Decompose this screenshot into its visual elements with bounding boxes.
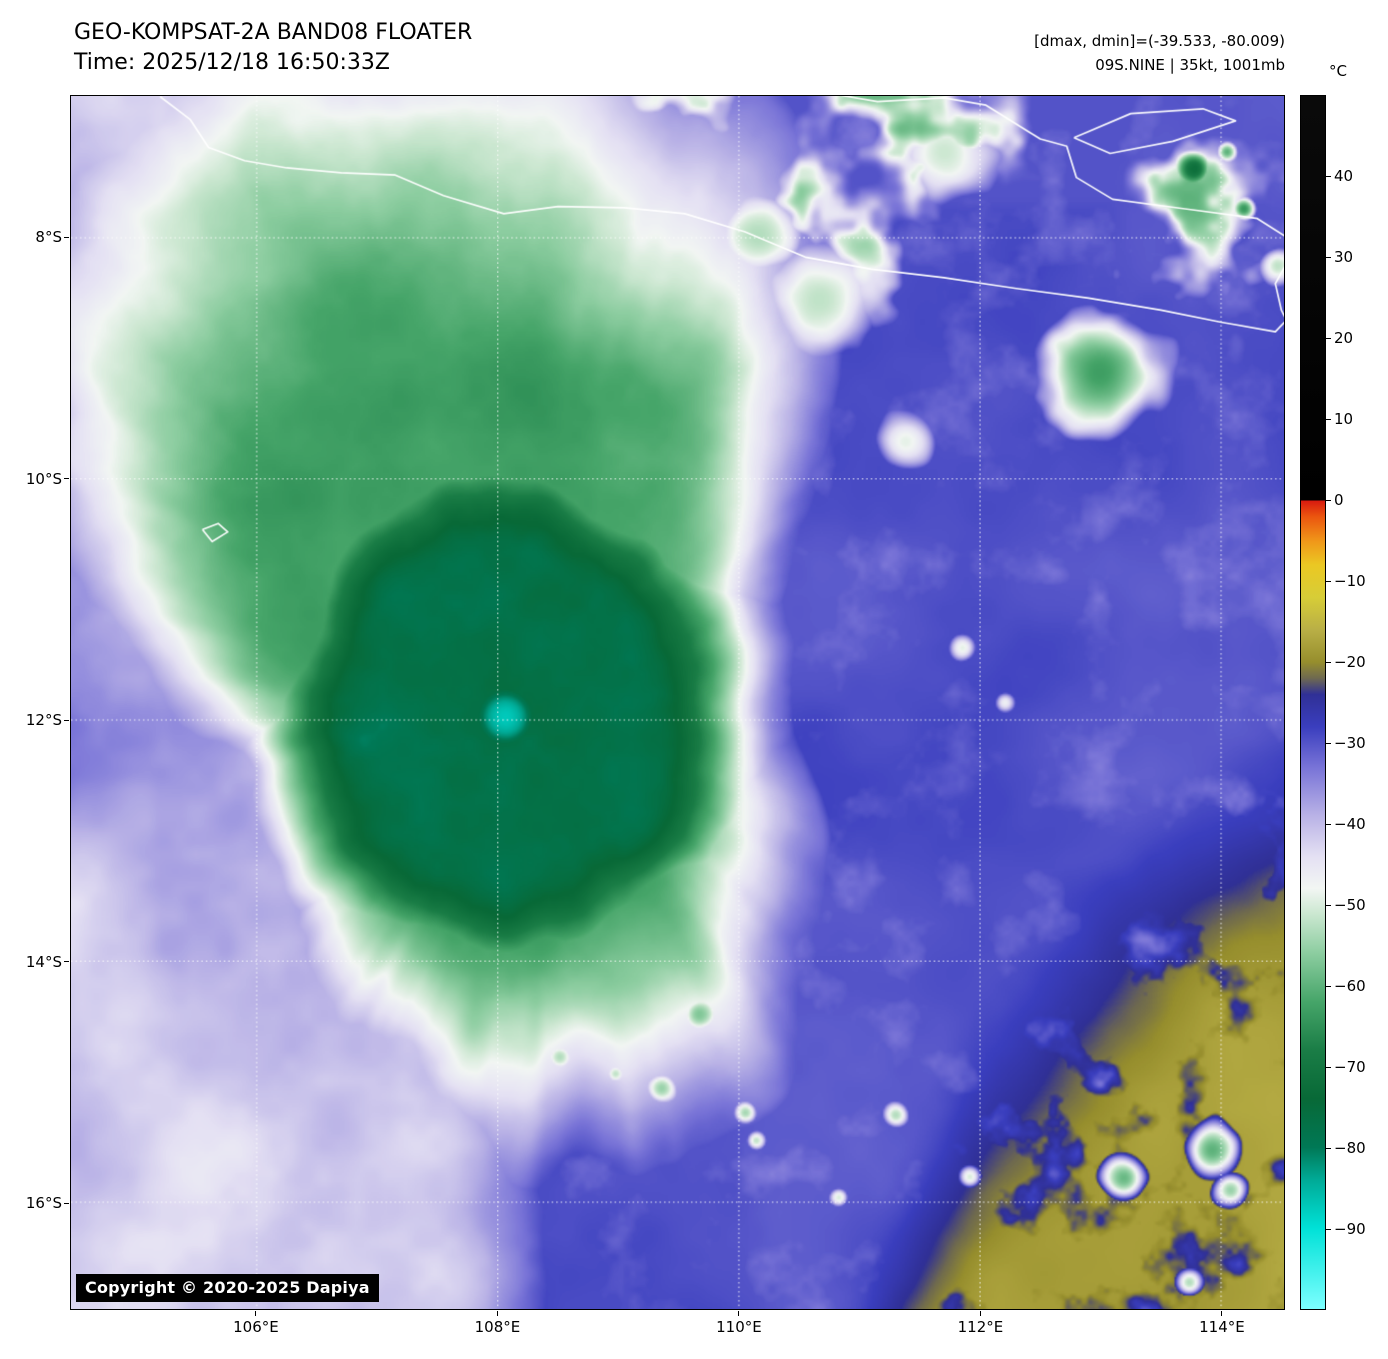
lon-tick-label: 112°E <box>957 1318 1004 1336</box>
colorbar-tick-label: −30 <box>1334 734 1366 752</box>
timestamp-label: Time: 2025/12/18 16:50:33Z <box>74 50 390 75</box>
colorbar-tick-label: −10 <box>1334 572 1366 590</box>
colorbar-tick-mark <box>1326 904 1331 906</box>
colorbar-tick-label: −90 <box>1334 1220 1366 1238</box>
colorbar <box>1300 95 1326 1310</box>
lat-tick-mark <box>64 1202 69 1204</box>
lat-tick-mark <box>64 478 69 479</box>
colorbar-tick-label: 20 <box>1334 329 1354 347</box>
colorbar-tick-mark <box>1326 580 1331 582</box>
colorbar-tick-mark <box>1326 1147 1331 1149</box>
colorbar-tick-label: 30 <box>1334 248 1354 266</box>
colorbar-tick-mark <box>1326 337 1331 339</box>
colorbar-tick-label: −20 <box>1334 653 1366 671</box>
colorbar-tick-mark <box>1326 418 1331 420</box>
lon-tick-mark <box>255 1311 257 1316</box>
colorbar-tick-mark <box>1326 742 1331 744</box>
colorbar-tick-label: −40 <box>1334 815 1366 833</box>
colorbar-tick-label: −80 <box>1334 1139 1366 1157</box>
colorbar-tick-mark <box>1326 1066 1331 1068</box>
lon-tick-label: 106°E <box>233 1318 279 1336</box>
storm-info-label: 09S.NINE | 35kt, 1001mb <box>1095 56 1285 74</box>
colorbar-tick-label: −70 <box>1334 1058 1366 1076</box>
colorbar-tick-label: 40 <box>1334 167 1354 185</box>
lat-tick-label: 10°S <box>25 469 62 488</box>
lon-tick-label: 108°E <box>474 1318 521 1336</box>
colorbar-tick-mark <box>1326 823 1331 825</box>
lon-tick-mark <box>496 1311 498 1316</box>
colorbar-gradient <box>1301 96 1325 1309</box>
colorbar-tick-mark <box>1326 1228 1331 1230</box>
colorbar-tick-mark <box>1326 985 1331 987</box>
colorbar-tick-label: 10 <box>1334 410 1354 428</box>
colorbar-tick-label: −60 <box>1334 977 1366 995</box>
colorbar-tick-label: 0 <box>1334 491 1344 509</box>
lat-tick-label: 12°S <box>25 711 62 729</box>
lon-tick-mark <box>738 1311 740 1316</box>
dmax-dmin-readout: [dmax, dmin]=(-39.533, -80.009) <box>1034 32 1285 50</box>
lat-tick-label: 14°S <box>25 952 62 971</box>
lat-tick-mark <box>64 961 69 962</box>
colorbar-tick-label: −50 <box>1334 896 1366 914</box>
lon-tick-mark <box>979 1311 981 1316</box>
lon-tick-mark <box>1221 1311 1223 1316</box>
copyright-badge: Copyright © 2020-2025 Dapiya <box>76 1274 379 1302</box>
lon-tick-label: 110°E <box>716 1318 762 1336</box>
lon-tick-label: 114°E <box>1199 1318 1245 1336</box>
satellite-canvas <box>71 96 1284 1309</box>
lat-tick-mark <box>64 719 69 721</box>
colorbar-tick-mark <box>1326 256 1331 258</box>
map-plot-area: Copyright © 2020-2025 Dapiya <box>70 95 1285 1310</box>
colorbar-tick-mark <box>1326 499 1331 501</box>
colorbar-tick-mark <box>1326 175 1331 177</box>
colorbar-unit-label: °C <box>1329 62 1347 80</box>
page-title: GEO-KOMPSAT-2A BAND08 FLOATER <box>74 20 473 45</box>
lat-tick-label: 16°S <box>25 1194 62 1212</box>
lat-tick-mark <box>64 236 69 238</box>
lat-tick-label: 8°S <box>35 228 62 246</box>
colorbar-tick-mark <box>1326 661 1331 663</box>
